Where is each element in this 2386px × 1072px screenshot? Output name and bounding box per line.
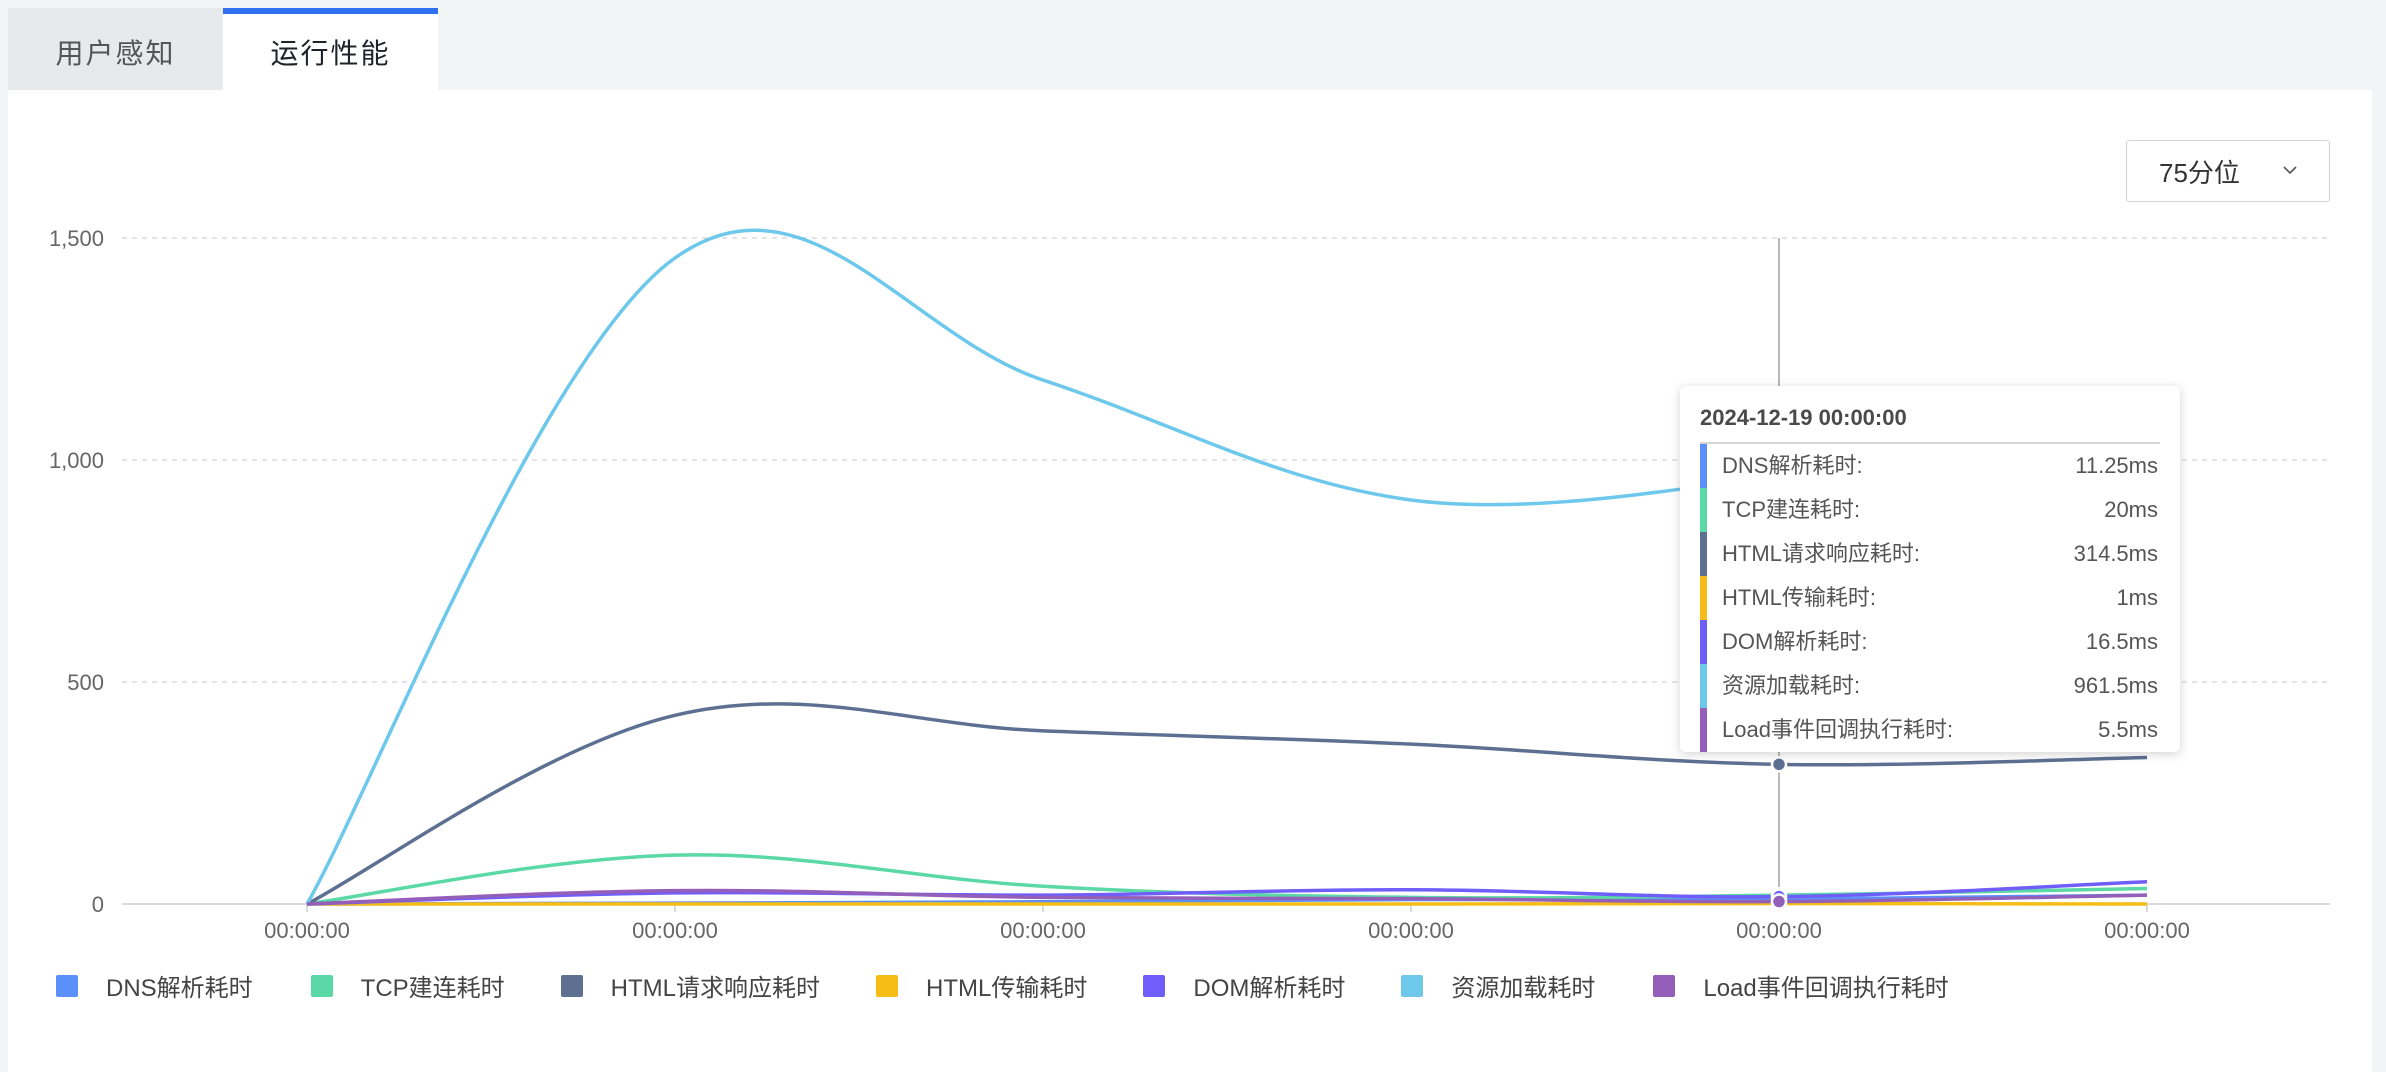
- legend-label: TCP建连耗时: [360, 975, 505, 1002]
- tab-user-perception[interactable]: 用户感知: [8, 8, 223, 90]
- tooltip-row-value: 5.5ms: [2098, 717, 2158, 742]
- tooltip-row-value: 961.5ms: [2073, 673, 2158, 698]
- tooltip-row-value: 1ms: [2116, 585, 2158, 610]
- x-tick-label: 00:00:00: [264, 918, 350, 943]
- tooltip-row-label: HTML请求响应耗时:: [1722, 541, 1921, 566]
- legend-item[interactable]: HTML请求响应耗时: [560, 968, 821, 1003]
- tooltip-row: HTML请求响应耗时: 314.5ms: [1700, 532, 2160, 576]
- tooltip-row-label: DOM解析耗时:: [1722, 629, 1868, 654]
- legend-item[interactable]: 资源加载耗时: [1401, 968, 1595, 1003]
- legend-item[interactable]: Load事件回调执行耗时: [1653, 968, 1949, 1003]
- tooltip-row: HTML传输耗时: 1ms: [1700, 576, 2160, 620]
- tooltip-row: TCP建连耗时: 20ms: [1700, 488, 2160, 532]
- x-tick-label: 00:00:00: [632, 918, 718, 943]
- tab-bar: 用户感知 运行性能: [8, 8, 438, 90]
- tooltip-row-label: HTML传输耗时:: [1722, 585, 1877, 610]
- series-line: [305, 228, 1780, 905]
- tooltip-row-value: 11.25ms: [2075, 453, 2158, 478]
- tooltip-row-label: TCP建连耗时:: [1722, 497, 1861, 522]
- tooltip-row-value: 16.5ms: [2085, 629, 2158, 654]
- series-line: [306, 702, 2148, 906]
- series-line: [306, 880, 2148, 906]
- tooltip-divider: [1700, 442, 2160, 444]
- legend-item[interactable]: DNS解析耗时: [56, 968, 253, 1003]
- series-line: [306, 888, 2148, 906]
- legend-label: HTML传输耗时: [926, 975, 1088, 1002]
- y-tick-label: 0: [92, 892, 104, 917]
- legend-label: DNS解析耗时: [106, 975, 253, 1002]
- legend-swatch: [1653, 974, 1676, 997]
- chart-legend: DNS解析耗时 TCP建连耗时 HTML请求响应耗时 HTML传输耗时 DOM解析耗时 资…: [56, 968, 1949, 1003]
- tooltip-title: 2024-12-19 00:00:00: [1700, 405, 1907, 430]
- tooltip-color-marker: [1700, 664, 1707, 708]
- tooltip-color-marker: [1700, 532, 1707, 576]
- legend-swatch: [56, 974, 78, 997]
- tooltip-color-marker: [1700, 488, 1707, 532]
- legend-label: 资源加载耗时: [1451, 975, 1596, 1002]
- tab-runtime-performance[interactable]: 运行性能: [223, 8, 438, 90]
- legend-swatch: [560, 974, 583, 997]
- legend-swatch: [1143, 974, 1166, 997]
- x-tick-label: 00:00:00: [1000, 918, 1086, 943]
- tooltip-row: Load事件回调执行耗时: 5.5ms: [1700, 708, 2160, 752]
- percentile-select-value: 75分位: [2159, 157, 2240, 188]
- tooltip-row-value: 20ms: [2104, 497, 2158, 522]
- legend-swatch: [1401, 974, 1424, 997]
- legend-swatch: [310, 974, 333, 997]
- y-tick-label: 500: [67, 670, 104, 695]
- x-tick-label: 00:00:00: [2104, 918, 2190, 943]
- tooltip-row: DOM解析耗时: 16.5ms: [1700, 620, 2160, 664]
- legend-item[interactable]: TCP建连耗时: [310, 968, 505, 1003]
- hover-point: [1770, 893, 1788, 910]
- tooltip-color-marker: [1700, 444, 1707, 488]
- x-tick-label: 00:00:00: [1736, 918, 1822, 943]
- x-tick-label: 00:00:00: [1368, 918, 1454, 943]
- tooltip-row-value: 314.5ms: [2073, 541, 2158, 566]
- percentile-select[interactable]: 75分位: [2126, 140, 2330, 202]
- y-tick-label: 1,000: [49, 448, 104, 473]
- tooltip-color-marker: [1700, 620, 1707, 664]
- chart-tooltip: 2024-12-19 00:00:00 DNS解析耗时: 11.25ms TCP建连…: [1680, 386, 2180, 752]
- legend-label: Load事件回调执行耗时: [1703, 975, 1949, 1002]
- legend-item[interactable]: DOM解析耗时: [1143, 968, 1345, 1003]
- chevron-down-icon: [2283, 166, 2297, 175]
- tooltip-row-label: Load事件回调执行耗时:: [1722, 717, 1954, 742]
- tooltip-row: DNS解析耗时: 11.25ms: [1700, 444, 2160, 488]
- tooltip-row: 资源加载耗时: 961.5ms: [1700, 664, 2160, 708]
- hover-point: [1770, 756, 1788, 773]
- legend-item[interactable]: HTML传输耗时: [876, 968, 1087, 1003]
- tooltip-color-marker: [1700, 576, 1707, 620]
- legend-label: HTML请求响应耗时: [610, 975, 821, 1002]
- tooltip-row-label: 资源加载耗时:: [1722, 673, 1861, 698]
- legend-label: DOM解析耗时: [1193, 975, 1346, 1002]
- legend-swatch: [876, 974, 899, 997]
- y-tick-label: 1,500: [49, 226, 104, 251]
- tooltip-color-marker: [1700, 708, 1707, 752]
- tooltip-row-label: DNS解析耗时:: [1722, 453, 1863, 478]
